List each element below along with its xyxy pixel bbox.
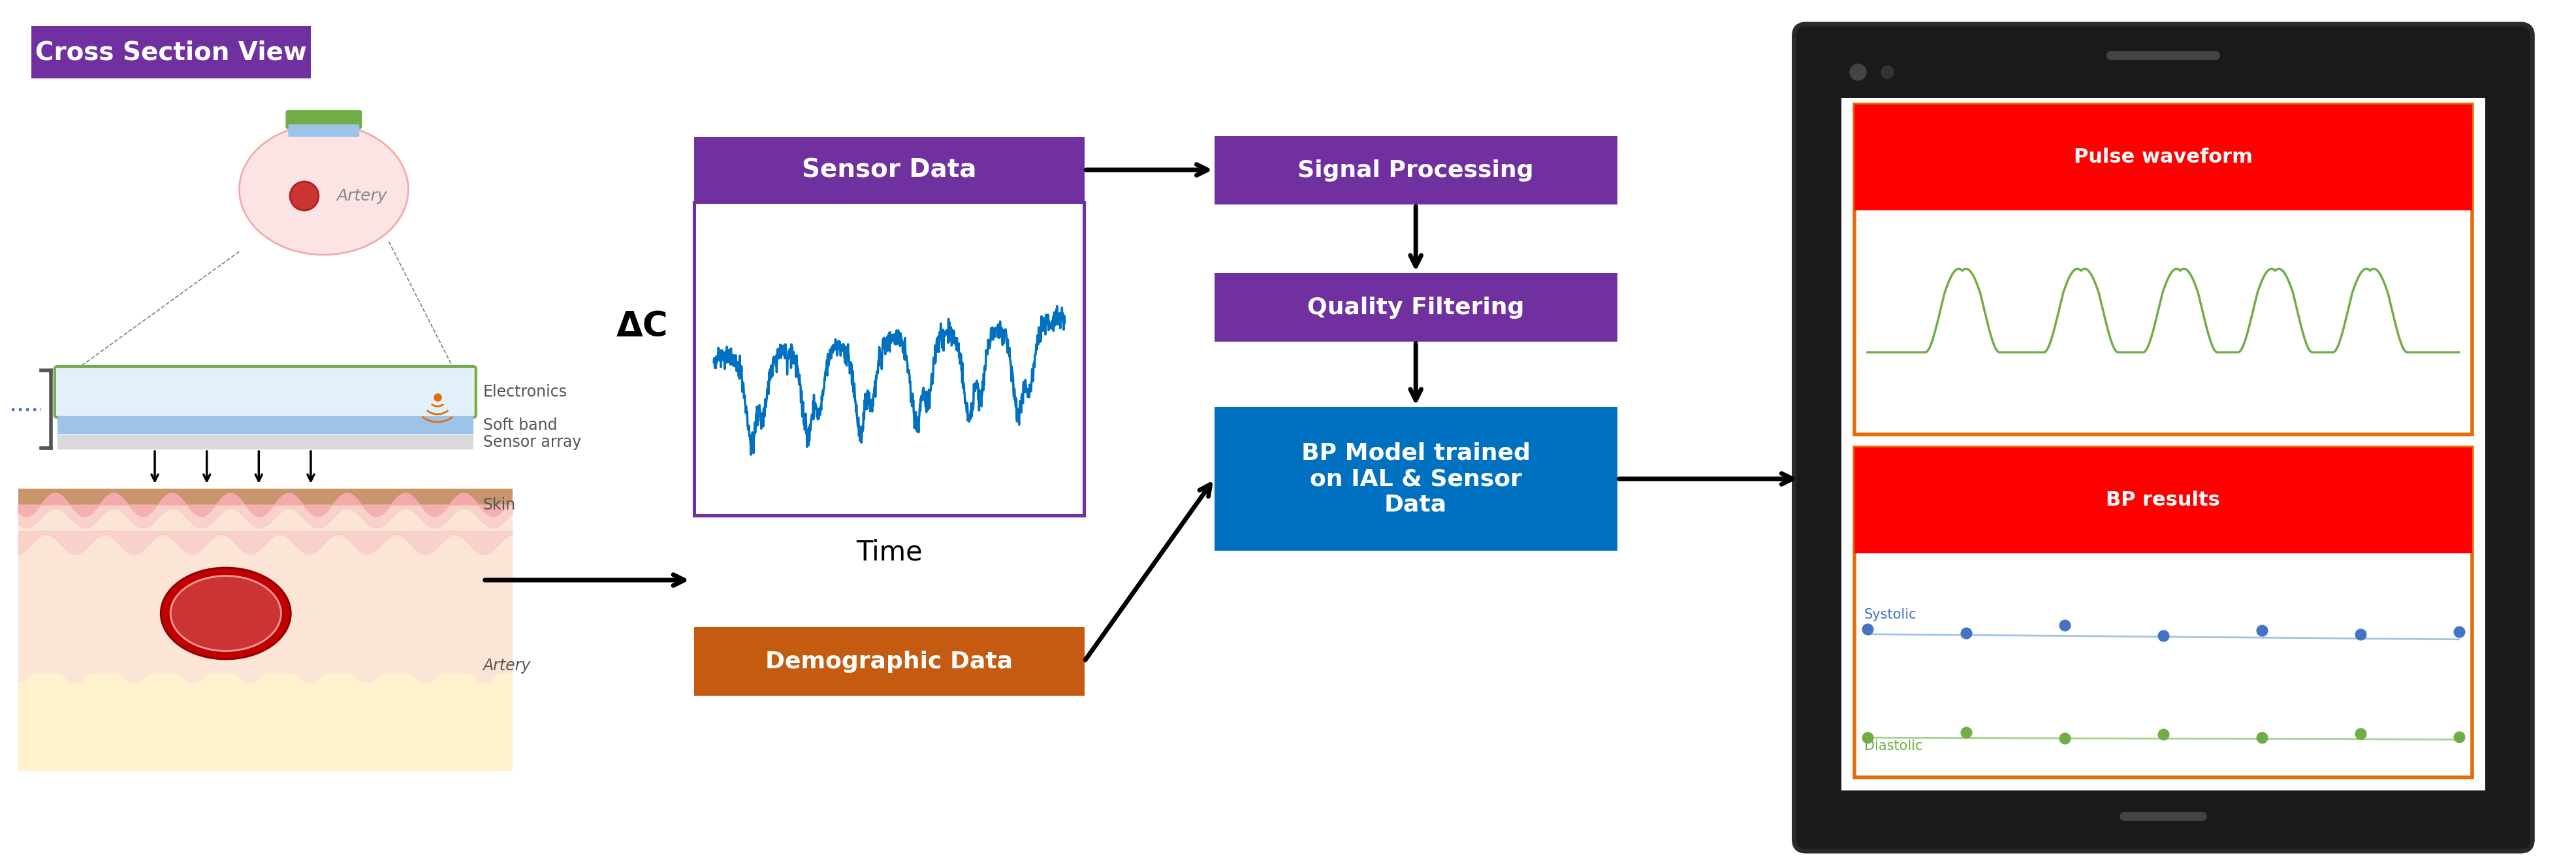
FancyBboxPatch shape xyxy=(286,110,361,128)
Bar xyxy=(1855,448,2473,553)
Ellipse shape xyxy=(160,567,291,660)
Text: BP results: BP results xyxy=(2107,491,2221,510)
Text: Artery: Artery xyxy=(484,658,531,673)
FancyBboxPatch shape xyxy=(696,137,1084,202)
Text: Skin: Skin xyxy=(484,497,515,513)
Bar xyxy=(57,435,474,449)
Text: Sensor Data: Sensor Data xyxy=(801,158,976,183)
Text: ΔC: ΔC xyxy=(616,310,667,344)
FancyBboxPatch shape xyxy=(696,627,1084,696)
FancyBboxPatch shape xyxy=(1855,448,2473,777)
FancyBboxPatch shape xyxy=(1793,24,2532,852)
FancyBboxPatch shape xyxy=(1213,136,1618,204)
Bar xyxy=(1855,104,2473,210)
FancyBboxPatch shape xyxy=(696,202,1084,516)
FancyBboxPatch shape xyxy=(1213,407,1618,551)
Bar xyxy=(696,514,1084,516)
Bar xyxy=(18,489,513,771)
Text: Signal Processing: Signal Processing xyxy=(1298,159,1533,182)
Bar xyxy=(1842,98,2486,790)
Text: Electronics: Electronics xyxy=(484,384,567,400)
Text: Soft band: Soft band xyxy=(484,418,556,433)
Text: Systolic: Systolic xyxy=(1865,608,1917,621)
Text: Diastolic: Diastolic xyxy=(1865,740,1922,753)
FancyBboxPatch shape xyxy=(31,26,312,78)
Text: Sensor array: Sensor array xyxy=(484,435,582,450)
Text: Cross Section View: Cross Section View xyxy=(36,40,307,65)
Bar xyxy=(57,416,474,435)
Text: Quality Filtering: Quality Filtering xyxy=(1306,296,1525,319)
Bar xyxy=(18,489,513,505)
Text: BP Model trained
on IAL & Sensor
Data: BP Model trained on IAL & Sensor Data xyxy=(1301,442,1530,516)
Bar xyxy=(18,672,513,771)
FancyBboxPatch shape xyxy=(54,367,477,418)
FancyBboxPatch shape xyxy=(289,125,358,137)
Ellipse shape xyxy=(240,124,407,255)
Text: Pulse waveform: Pulse waveform xyxy=(2074,148,2251,167)
Ellipse shape xyxy=(170,576,281,651)
Text: Artery: Artery xyxy=(337,189,386,204)
Circle shape xyxy=(291,182,319,210)
Text: Demographic Data: Demographic Data xyxy=(765,650,1012,672)
FancyBboxPatch shape xyxy=(1855,104,2473,435)
Text: Time: Time xyxy=(855,538,922,566)
FancyBboxPatch shape xyxy=(1213,273,1618,342)
